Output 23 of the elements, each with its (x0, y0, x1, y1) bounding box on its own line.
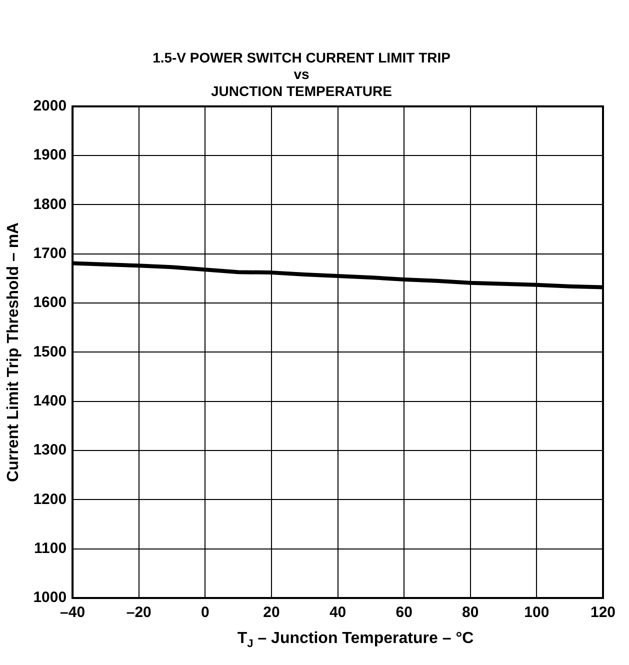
y-tick-label: 1100 (34, 540, 67, 557)
x-tick-label: 60 (396, 604, 412, 622)
x-tick-label: –20 (126, 604, 152, 622)
y-tick-label: 1500 (33, 343, 67, 360)
chart-title: 1.5-V POWER SWITCH CURRENT LIMIT TRIP vs JUNCTION TEMPERATURE (152, 49, 450, 99)
y-tick-label: 1700 (33, 245, 67, 262)
x-tick-label: –40 (60, 604, 86, 622)
y-tick-label: 1200 (33, 490, 67, 508)
y-tick-label: 1600 (33, 294, 67, 312)
y-tick-label: 1300 (33, 442, 67, 459)
y-tick-label: 2000 (33, 98, 67, 115)
x-tick-label: 80 (462, 604, 479, 622)
y-tick-label: 1800 (33, 196, 67, 213)
x-axis-title: T$_{J}$ – Junction Temperature – °C (236, 630, 475, 650)
x-tick-label: 40 (329, 604, 346, 622)
x-tick-label: 100 (524, 604, 550, 622)
x-tick-label: 20 (263, 604, 280, 622)
x-tick-label: 0 (201, 604, 210, 622)
y-tick-label: 1000 (33, 589, 67, 606)
y-tick-label: 1400 (33, 392, 67, 410)
y-axis-title: Current Limit Trip Threshold – mA (5, 222, 22, 482)
y-tick-label: 1900 (33, 146, 67, 164)
x-tick-label: 120 (590, 604, 616, 622)
